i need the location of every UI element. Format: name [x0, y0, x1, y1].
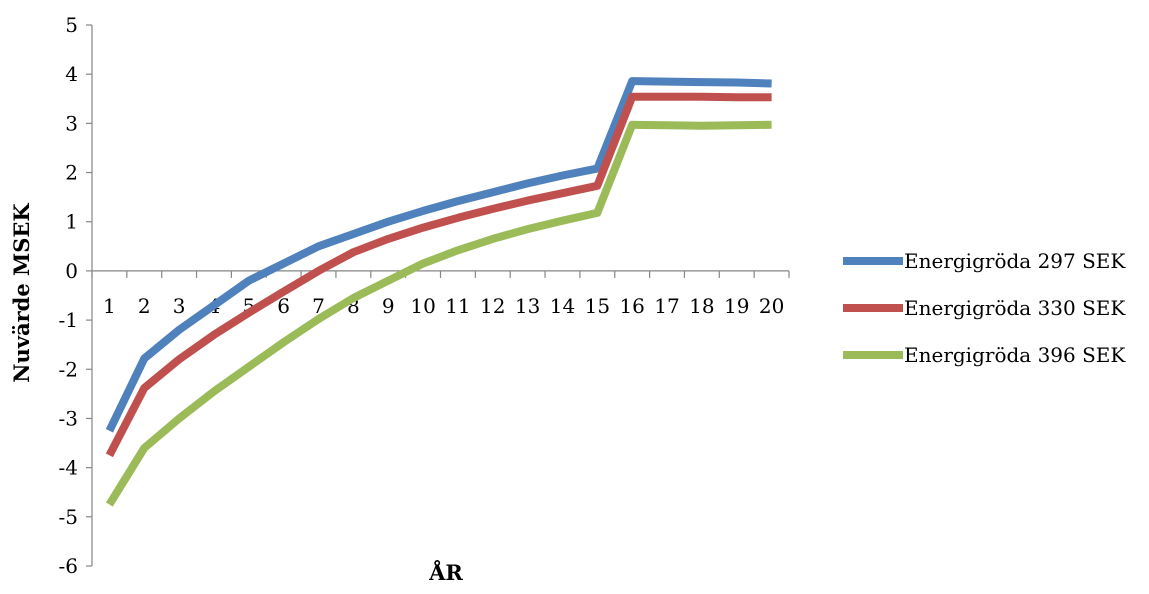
x-tick-label: 17 — [654, 294, 679, 318]
x-tick-label: 20 — [759, 294, 784, 318]
series-line-1 — [105, 77, 772, 433]
x-tick-label: 7 — [312, 294, 325, 318]
x-axis-title: ÅR — [428, 560, 463, 585]
x-tick-label: 6 — [277, 294, 290, 318]
x-tick-label: 2 — [138, 294, 151, 318]
x-tick-label: 18 — [689, 294, 714, 318]
legend: Energigröda 297 SEK Energigröda 330 SEK En… — [843, 249, 1126, 367]
x-tick-label: 1 — [103, 294, 116, 318]
x-tick-label: 10 — [410, 294, 435, 318]
y-tick-label: -3 — [59, 406, 78, 430]
y-tick-labels: -6 -5 -4 -3 -2 -1 0 1 2 3 4 5 — [59, 13, 78, 578]
y-tick-label: 0 — [65, 259, 78, 283]
y-tick-label: 3 — [65, 111, 78, 135]
legend-label-1: Energigröda 297 SEK — [904, 249, 1126, 273]
y-tick-label: -1 — [59, 308, 78, 332]
legend-label-3: Energigröda 396 SEK — [904, 343, 1126, 367]
series-lines — [105, 77, 772, 507]
x-tick-label: 11 — [445, 294, 470, 318]
y-tick-label: -6 — [59, 554, 78, 578]
y-tick-label: -2 — [59, 357, 78, 381]
y-tick-label: 4 — [65, 62, 78, 86]
y-tick-label: 1 — [65, 210, 78, 234]
y-tick-label: -4 — [59, 456, 78, 480]
legend-label-2: Energigröda 330 SEK — [904, 296, 1126, 320]
x-tick-label: 9 — [382, 294, 395, 318]
x-tick-label: 12 — [480, 294, 505, 318]
series-line-3 — [105, 120, 772, 507]
x-tick-label: 14 — [550, 294, 575, 318]
axes — [86, 24, 790, 567]
x-tick-label: 13 — [515, 294, 540, 318]
x-tick-label: 16 — [619, 294, 644, 318]
x-tick-label: 19 — [724, 294, 749, 318]
x-tick-label: 3 — [173, 294, 186, 318]
series-line-2 — [105, 92, 772, 458]
x-tick-label: 15 — [585, 294, 610, 318]
y-tick-label: 2 — [65, 161, 78, 185]
y-tick-label: -5 — [59, 505, 78, 529]
y-tick-label: 5 — [65, 13, 78, 37]
y-axis-title: Nuvärde MSEK — [9, 203, 34, 383]
